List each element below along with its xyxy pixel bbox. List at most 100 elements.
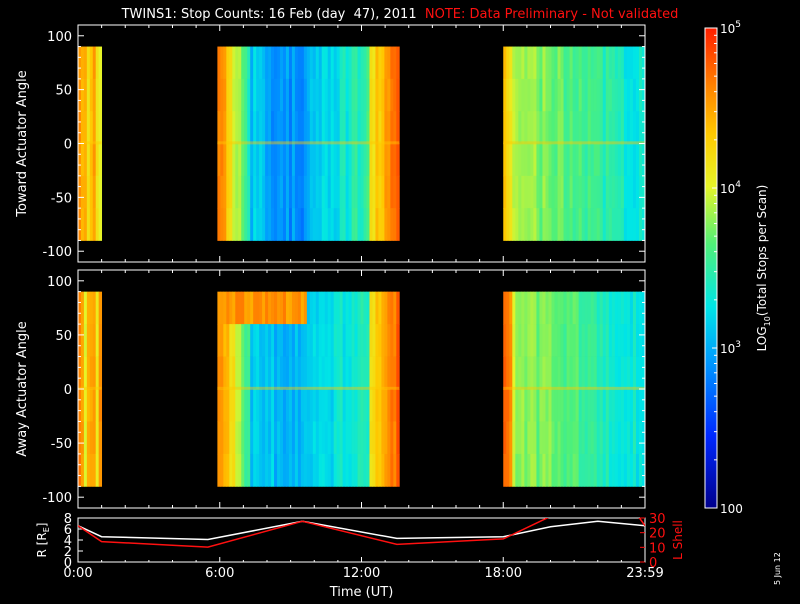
heatmap-cell [235,175,239,209]
heatmap-cell [348,324,352,357]
heatmap-cell [339,324,344,357]
heatmap-cell [596,208,601,241]
heatmap-cell [223,208,227,241]
heatmap-cell [509,46,513,80]
heatmap-cell [393,78,397,112]
heatmap-cell [333,421,338,455]
heatmap-cell [390,291,394,325]
heatmap-cell [575,208,580,241]
heatmap-cell [530,324,534,357]
heatmap-cell [232,389,236,422]
heatmap-cell [617,389,622,422]
heatmap-cell [554,389,558,422]
heatmap-cell [309,324,314,357]
heatmap-cell [223,111,227,144]
heatmap-cell [378,46,382,80]
heatmap-cell [253,208,257,241]
heatmap-cell [280,78,284,112]
heatmap-cell [524,175,528,209]
heatmap-cell [256,389,260,422]
heatmap-cell [265,421,269,455]
heatmap-cell [333,143,338,177]
heatmap-cell [235,78,239,112]
heatmap-cell [297,453,302,487]
heatmap-cell [626,143,631,177]
heatmap-cell [241,143,245,177]
heatmap-cell [217,46,221,80]
heatmap-cell [285,389,290,422]
heatmap-cell [324,208,329,241]
heatmap-cell [596,389,601,422]
heatmap-cell [280,453,284,487]
heatmap-cell [348,389,352,422]
colorbar-fill [705,28,717,508]
heatmap-cell [527,421,531,455]
heatmap-cell [92,421,97,455]
heatmap-cell [288,111,293,144]
heatmap-cell [506,453,510,487]
heatmap-cell [312,143,317,177]
heatmap-cell [357,453,361,487]
heatmap-cell [378,453,382,487]
heatmap-cell [274,356,278,390]
heatmap-cell [271,421,275,455]
heatmap-cell [554,78,558,112]
heatmap-cell [229,208,233,241]
heatmap-cell [569,291,574,325]
heatmap-cell [247,324,251,357]
heatmap-cell [515,291,519,325]
heatmap-cell [578,324,583,357]
heatmap-cell [342,324,347,357]
heatmap-cell [253,356,257,390]
heatmap-cell [321,453,326,487]
heatmap-cell [300,453,305,487]
heatmap-cell [587,389,592,422]
heatmap-cell [86,143,91,177]
heatmap-cell [521,324,525,357]
heatmap-cell [390,46,394,80]
heatmap-cell [86,78,91,112]
heatmap-cell [333,324,338,357]
heatmap-cell [345,453,349,487]
heatmap-cell [294,421,299,455]
heatmap-cell [306,389,311,422]
heatmap-cell [569,356,574,390]
heatmap-cell [620,291,625,325]
heatmap-cell [86,175,91,209]
heatmap-cell [593,389,598,422]
heatmap-cell [590,78,595,112]
heatmap-cell [217,421,221,455]
heatmap-cell [223,78,227,112]
heatmap-cell [596,291,601,325]
heatmap-cell [86,389,91,422]
heatmap-cell [545,78,549,112]
heatmap-cell [384,324,388,357]
heatmap-cell [635,143,640,177]
heatmap-cell [557,175,561,209]
heatmap-cell [306,453,311,487]
heatmap-cell [578,389,583,422]
heatmap-cell [381,175,385,209]
heatmap-cell [327,389,332,422]
heatmap-cell [285,208,290,241]
heatmap-cell [86,421,91,455]
heatmap-cell [78,208,82,241]
heatmap-cell [378,421,382,455]
heatmap-cell [348,46,352,80]
heatmap-cell [566,143,571,177]
heatmap-cell [247,175,251,209]
heatmap-cell [95,291,100,325]
heatmap-cell [375,78,379,112]
heatmap-cell [545,389,549,422]
heatmap-cell [560,421,564,455]
heatmap-cell [342,389,347,422]
heatmap-cell [560,324,564,357]
heatmap-cell [512,78,516,112]
heatmap-cell [354,324,358,357]
heatmap-cell [226,356,230,390]
heatmap-cell [572,46,577,80]
heatmap-cell [86,324,91,357]
heatmap-cell [512,111,516,144]
heatmap-cell [306,324,311,357]
heatmap-cell [336,389,341,422]
